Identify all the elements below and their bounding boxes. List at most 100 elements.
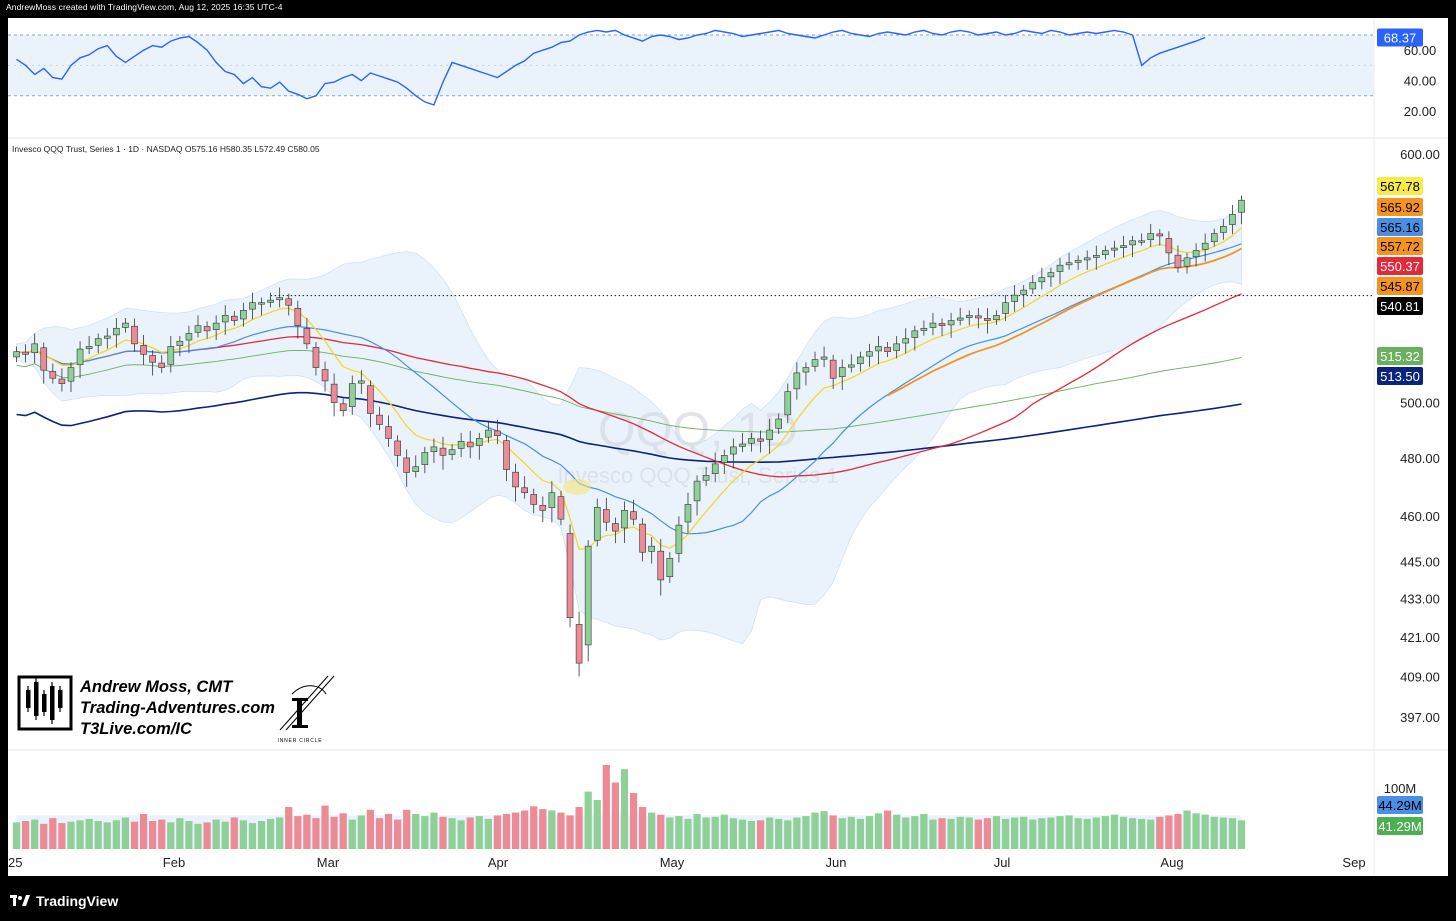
candle-body [739,443,746,447]
candle-body [76,348,84,366]
candle-body [575,624,583,664]
price-tick-label: 460.00 [1400,509,1440,524]
candle [1011,285,1018,312]
candle-body [412,466,420,472]
inner-circle-text: INNER CIRCLE [278,738,323,744]
candle-body [1147,233,1155,240]
candle [122,317,129,333]
candle-body [1192,250,1200,258]
candle-body [1156,233,1164,237]
price-label-box [1377,367,1423,385]
candle-body [367,385,374,414]
chart-area[interactable]: 60.00 40.00 20.00 68.37 QQQ, 1D Invesco QQQ T… [8,18,1448,876]
candle [231,311,238,326]
candle-body [884,346,891,353]
candle [730,438,737,469]
volume-bar [856,818,864,849]
candle [711,452,719,483]
candle-body [339,403,347,412]
candle [412,455,420,478]
candle-body [784,391,792,416]
price-label-box [1377,257,1423,275]
candle [503,435,510,482]
price-label-value: 545.87 [1380,279,1420,294]
price-label-value: 565.16 [1380,220,1420,235]
candle-body [938,323,946,326]
volume-bar [67,821,75,849]
candle-body [902,338,910,344]
volume-bar [430,812,438,849]
candle [866,343,873,367]
price-tick-label: 480.00 [1400,451,1440,466]
candle [1102,245,1109,260]
x-axis-label: Jul [994,855,1011,870]
volume-bar [76,820,84,849]
inner-circle-stroke [279,675,329,731]
candle [784,383,792,424]
candle-body [975,315,982,319]
candle [929,312,937,336]
candle [267,292,274,308]
candle-body [31,343,38,354]
footer[interactable]: TradingView [10,888,118,914]
volume-bar [167,822,175,849]
rsi-tick-label: 20.00 [1404,104,1437,119]
volume-bar [920,814,928,849]
volume-bar [702,817,710,849]
x-axis-label: Jun [826,855,847,870]
price-tick-label: 600.00 [1400,147,1440,162]
candle-body [965,315,973,318]
volume-bar [502,814,511,849]
volume-bar [384,814,393,849]
ma-navy-line [16,391,1242,464]
candle-body [1111,247,1118,251]
price-tick-label: 500.00 [1400,396,1440,411]
candle-body [475,438,483,446]
candle [993,310,1000,325]
candle [494,419,501,445]
candle [31,333,38,364]
candle [648,537,655,564]
chart-svg[interactable]: 60.00 40.00 20.00 68.37 QQQ, 1D Invesco QQQ T… [8,18,1448,876]
candle-body [457,440,465,449]
candle-body [956,317,964,321]
volume-bar [448,818,456,849]
price-tick-label: 433.00 [1400,592,1440,607]
volume-bar [648,812,656,849]
candle-body [1120,245,1127,248]
volume-bar [321,805,329,849]
volume-bar [158,819,166,849]
volume-bar [40,823,48,849]
volume-bar [1101,816,1109,849]
candle [984,308,991,334]
candle [748,432,755,452]
candle [848,354,855,373]
volume-bar [348,819,356,849]
candle [1165,231,1173,266]
ma-red-line [16,293,1242,478]
candle-body [376,414,383,425]
candle-body [448,449,456,455]
price-label-box [1377,218,1423,236]
candle [40,342,48,384]
candle [285,293,293,316]
candle-body [358,380,365,384]
price-label-value: 515.32 [1380,349,1420,364]
candle-body [40,347,48,371]
candle [1229,204,1236,235]
candle-body [1201,242,1209,250]
rsi-value-label: 68.37 [1384,30,1417,45]
candle-body [258,302,265,305]
candle [439,436,447,470]
volume-bar [1110,814,1119,849]
candle-body [702,475,710,481]
candle-body [711,463,719,474]
candle [1156,229,1164,246]
candle [684,492,692,534]
volume-bar [1029,819,1037,849]
volume-bar [974,819,982,849]
candle-body [848,364,855,368]
candle-body [240,310,247,320]
candle [385,415,392,447]
volume-bar [1192,813,1200,849]
